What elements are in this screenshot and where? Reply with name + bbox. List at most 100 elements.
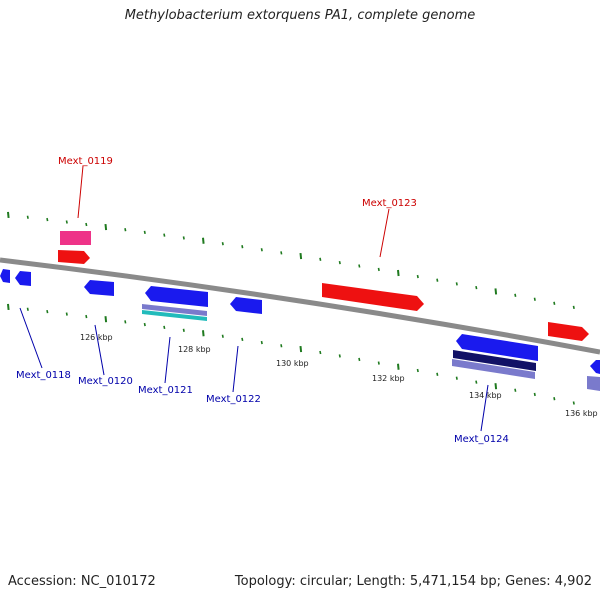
leader-mext-0118 bbox=[19, 307, 43, 369]
upper-tick-18 bbox=[358, 264, 361, 268]
gene-mext-0119[interactable] bbox=[58, 250, 90, 264]
lower-tick-28 bbox=[553, 397, 556, 401]
genome-backbone bbox=[0, 257, 600, 355]
lower-tick-5 bbox=[104, 316, 108, 323]
lower-tick-12 bbox=[241, 337, 244, 342]
lower-tick-29 bbox=[572, 401, 575, 405]
gene-mext-0124[interactable] bbox=[456, 334, 538, 361]
upper-tick-10 bbox=[202, 237, 205, 244]
upper-tick-20 bbox=[397, 269, 400, 277]
upper-tick-12 bbox=[241, 245, 244, 249]
upper-tick-26 bbox=[514, 293, 517, 297]
upper-tick-21 bbox=[416, 274, 419, 279]
gene-label-mext-0119[interactable]: Mext_0119 bbox=[58, 156, 113, 167]
upper-tick-15 bbox=[299, 252, 303, 260]
gene-mext-0118[interactable] bbox=[15, 271, 31, 286]
lower-tick-18 bbox=[358, 357, 361, 362]
cds-mext-0124-a[interactable] bbox=[453, 350, 536, 371]
upper-tick-9 bbox=[182, 236, 185, 240]
cds-mext-0119[interactable] bbox=[60, 231, 91, 245]
scale-label-132kbp: 132 kbp bbox=[372, 374, 405, 383]
leader-mext-0120 bbox=[94, 324, 105, 376]
gene-mext-0123[interactable] bbox=[322, 283, 424, 311]
cds-mext-0126[interactable] bbox=[587, 376, 600, 391]
upper-tick-11 bbox=[221, 242, 224, 246]
lower-tick-14 bbox=[280, 344, 283, 348]
lower-tick-row bbox=[7, 303, 575, 405]
upper-tick-16 bbox=[319, 257, 322, 261]
lower-tick-8 bbox=[163, 325, 166, 330]
genome-title: Methylobacterium extorquens PA1, complet… bbox=[124, 8, 476, 23]
genome-summary-text: Topology: circular; Length: 5,471,154 bp… bbox=[234, 574, 592, 589]
gene-mext-0117[interactable] bbox=[0, 269, 10, 283]
gene-label-mext-0118[interactable]: Mext_0118 bbox=[16, 370, 71, 381]
lower-tick-9 bbox=[182, 328, 185, 332]
lower-tick-17 bbox=[338, 354, 341, 358]
upper-tick-3 bbox=[65, 220, 68, 224]
cds-mext-0121-a[interactable] bbox=[142, 304, 207, 316]
upper-tick-7 bbox=[143, 230, 146, 235]
upper-tick-28 bbox=[553, 301, 556, 305]
upper-tick-19 bbox=[377, 267, 380, 272]
upper-tick-29 bbox=[572, 305, 575, 310]
lower-tick-21 bbox=[416, 368, 419, 373]
upper-tick-22 bbox=[436, 278, 439, 282]
gene-mext-0122[interactable] bbox=[230, 297, 262, 314]
upper-tick-17 bbox=[338, 260, 341, 265]
scale-label-136kbp: 136 kbp bbox=[565, 409, 598, 418]
lower-tick-19 bbox=[377, 361, 380, 365]
leader-mext-0122 bbox=[232, 345, 239, 393]
lower-tick-0 bbox=[7, 303, 10, 311]
cds-mext-0124-b[interactable] bbox=[452, 359, 535, 379]
lower-tick-16 bbox=[319, 350, 322, 355]
lower-tick-26 bbox=[514, 388, 517, 392]
leader-mext-0121 bbox=[164, 336, 171, 384]
scale-label-130kbp: 130 kbp bbox=[276, 359, 309, 368]
gene-label-mext-0120[interactable]: Mext_0120 bbox=[78, 376, 133, 387]
upper-tick-1 bbox=[26, 215, 29, 219]
gene-mext-0121[interactable] bbox=[145, 286, 208, 307]
scale-label-126kbp: 126 kbp bbox=[80, 333, 113, 342]
gene-mext-0120[interactable] bbox=[84, 280, 114, 296]
upper-tick-2 bbox=[46, 217, 49, 222]
lower-tick-23 bbox=[455, 376, 458, 380]
gene-label-mext-0124[interactable]: Mext_0124 bbox=[454, 434, 509, 445]
lower-tick-11 bbox=[221, 334, 224, 338]
lower-tick-24 bbox=[475, 380, 478, 384]
leader-mext-0119 bbox=[77, 165, 84, 219]
lower-tick-4 bbox=[85, 314, 88, 319]
upper-tick-25 bbox=[494, 288, 498, 295]
upper-tick-8 bbox=[163, 233, 166, 237]
gene-mext-0126[interactable] bbox=[590, 360, 600, 374]
lower-tick-1 bbox=[26, 307, 29, 311]
scale-label-134kbp: 134 kbp bbox=[469, 391, 502, 400]
upper-tick-4 bbox=[85, 222, 88, 227]
gene-label-mext-0121[interactable]: Mext_0121 bbox=[138, 385, 193, 396]
lower-tick-13 bbox=[260, 340, 263, 345]
lower-tick-3 bbox=[65, 312, 68, 316]
upper-tick-6 bbox=[124, 228, 127, 232]
lower-tick-2 bbox=[46, 309, 49, 314]
lower-tick-25 bbox=[494, 383, 498, 390]
lower-tick-20 bbox=[397, 363, 400, 370]
upper-tick-23 bbox=[455, 282, 458, 286]
gene-mext-0125[interactable] bbox=[548, 322, 589, 341]
lower-tick-7 bbox=[143, 322, 146, 327]
lower-tick-15 bbox=[299, 345, 303, 353]
lower-tick-22 bbox=[436, 372, 439, 376]
upper-tick-14 bbox=[280, 251, 283, 255]
upper-tick-24 bbox=[475, 285, 478, 290]
upper-tick-0 bbox=[7, 211, 10, 219]
lower-tick-10 bbox=[202, 330, 205, 337]
gene-label-mext-0123[interactable]: Mext_0123 bbox=[362, 198, 417, 209]
lower-tick-27 bbox=[533, 392, 536, 397]
upper-tick-27 bbox=[533, 297, 536, 301]
accession-text: Accession: NC_010172 bbox=[8, 574, 156, 589]
scale-label-128kbp: 128 kbp bbox=[178, 345, 211, 354]
cds-mext-0121-b[interactable] bbox=[142, 310, 207, 321]
leader-mext-0124 bbox=[480, 384, 489, 432]
lower-tick-6 bbox=[124, 320, 127, 324]
gene-label-mext-0122[interactable]: Mext_0122 bbox=[206, 394, 261, 405]
